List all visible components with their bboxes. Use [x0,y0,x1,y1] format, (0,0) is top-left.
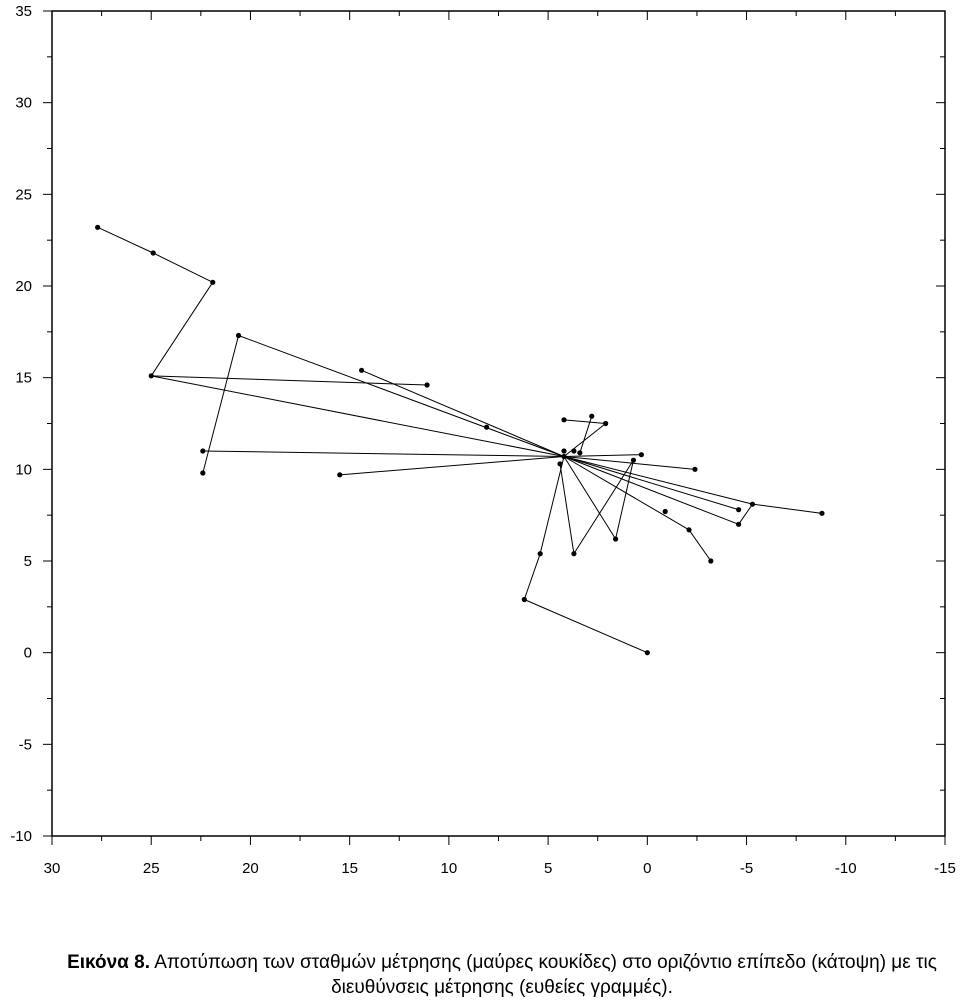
measurement-line-3 [97,226,154,254]
measurement-line-14 [573,459,634,554]
station-point-16 [571,551,577,557]
axis-ticks [43,10,946,845]
station-point-1 [521,596,527,603]
station-point-25 [358,367,365,373]
station-point-19 [235,332,242,339]
measurement-line-23 [563,454,642,457]
measurement-line-8 [563,456,739,525]
x-tick-label: 20 [242,860,259,877]
station-point-21 [200,448,206,454]
y-tick-label: 15 [15,370,32,387]
station-point-7 [148,373,154,379]
station-point-15 [630,457,637,463]
station-point-12 [749,501,756,507]
station-point-22 [337,472,343,478]
measurement-line-15 [559,463,575,554]
measurement-line-19 [238,335,565,457]
measurement-line-7 [151,375,565,457]
station-point-26 [483,424,490,430]
y-tick-label: 35 [15,3,32,20]
station-point-5 [150,250,156,256]
measurement-line-28 [688,529,712,562]
y-tick-label: 30 [15,95,32,112]
y-tick-label: 5 [24,553,32,570]
station-point-30 [686,527,692,533]
x-tick-label: 25 [143,860,160,877]
y-tick-label: 25 [15,186,32,203]
measurement-line-10 [752,503,823,514]
measurement-line-22 [563,456,696,470]
x-tick-label: -10 [835,860,857,877]
station-point-20 [200,470,206,476]
y-tick-label: -5 [19,736,32,753]
measurement-line-21 [339,456,565,476]
station-point-24 [638,452,644,458]
x-tick-label: -15 [934,860,956,877]
station-point-0 [644,650,650,656]
y-tick-label: -10 [10,828,32,845]
station-points [95,224,825,656]
measurement-line-9 [738,503,753,525]
y-tick-label: 10 [15,461,32,478]
y-tick-label: 0 [24,645,32,662]
measurement-line-26 [579,416,593,453]
chart: 30 25 20 15 10 5 0 -5 -10 -15 -10 -5 0 5 10 15 20 25 30 35 [10,3,956,877]
measurement-line-17 [563,423,606,457]
x-tick-label: -5 [740,860,753,877]
station-point-9 [571,448,577,454]
station-point-27 [577,450,583,456]
x-tick-label: 5 [544,860,552,877]
y-tick-labels: -10 -5 0 5 10 15 20 25 30 35 [10,3,32,845]
measurement-line-4 [152,252,213,283]
measurement-line-18 [202,335,240,474]
measurement-line-20 [202,450,564,457]
figure-caption: Εικόνα 8. Αποτύπωση των σταθμών μέτρησης… [52,950,952,1000]
x-tick-label: 30 [44,860,61,877]
caption-label: Εικόνα 8. [67,952,150,973]
station-point-2 [537,551,543,557]
y-tick-label: 20 [15,278,32,295]
station-point-13 [819,510,825,516]
plot-frame [51,10,946,837]
measurement-line-2 [539,456,565,554]
station-point-3 [561,453,567,460]
measurement-line-24 [361,369,565,457]
measurement-line-16 [563,419,606,424]
measurement-line-13 [615,460,634,540]
station-point-28 [736,507,742,513]
station-point-8 [424,382,430,388]
caption-text: Αποτύπωση των σταθμών μέτρησης (μαύρες κ… [150,952,937,998]
measurement-line-1 [523,553,541,600]
station-point-17 [561,417,567,423]
x-tick-label: 10 [441,860,458,877]
x-tick-label: 0 [643,860,651,877]
station-point-32 [557,461,563,467]
measurement-line-25 [563,456,739,511]
station-point-23 [692,466,698,472]
station-point-33 [561,448,567,454]
station-point-10 [662,508,668,515]
measurement-line-5 [150,282,214,377]
measurement-line-0 [524,599,648,654]
measurement-lines [97,226,823,654]
station-point-18 [603,420,609,427]
measurement-line-12 [563,456,617,540]
x-tick-labels: 30 25 20 15 10 5 0 -5 -10 -15 [44,860,956,877]
measurement-line-6 [151,375,428,386]
station-point-6 [210,279,216,285]
station-point-4 [95,224,101,230]
station-point-31 [708,558,714,564]
station-point-14 [612,536,619,542]
x-tick-label: 15 [341,860,358,877]
station-point-29 [589,413,595,419]
station-point-11 [736,521,742,527]
measurement-line-11 [563,456,753,505]
measurement-line-27 [563,456,690,531]
